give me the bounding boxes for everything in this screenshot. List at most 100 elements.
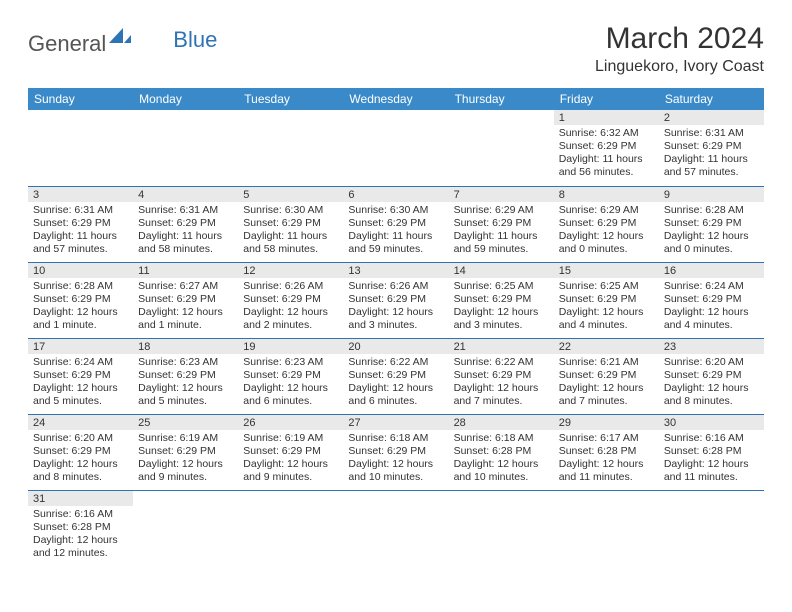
logo-text-general: General xyxy=(28,31,106,57)
calendar-cell: 7Sunrise: 6:29 AMSunset: 6:29 PMDaylight… xyxy=(449,186,554,262)
logo-text-blue: Blue xyxy=(173,27,217,53)
day-details: Sunrise: 6:24 AMSunset: 6:29 PMDaylight:… xyxy=(659,278,764,336)
calendar-cell: 6Sunrise: 6:30 AMSunset: 6:29 PMDaylight… xyxy=(343,186,448,262)
logo: General Blue xyxy=(28,28,217,59)
calendar-cell xyxy=(133,490,238,566)
sunset-text: Sunset: 6:29 PM xyxy=(664,369,759,382)
daylight-text: Daylight: 12 hours and 3 minutes. xyxy=(348,306,443,332)
daylight-text: Daylight: 11 hours and 58 minutes. xyxy=(138,230,233,256)
calendar-cell xyxy=(449,110,554,186)
day-details: Sunrise: 6:28 AMSunset: 6:29 PMDaylight:… xyxy=(28,278,133,336)
sunset-text: Sunset: 6:29 PM xyxy=(348,217,443,230)
calendar-cell: 16Sunrise: 6:24 AMSunset: 6:29 PMDayligh… xyxy=(659,262,764,338)
daylight-text: Daylight: 12 hours and 8 minutes. xyxy=(664,382,759,408)
calendar-cell xyxy=(449,490,554,566)
weekday-header-row: Sunday Monday Tuesday Wednesday Thursday… xyxy=(28,88,764,110)
daylight-text: Daylight: 12 hours and 11 minutes. xyxy=(664,458,759,484)
sunset-text: Sunset: 6:29 PM xyxy=(348,369,443,382)
sunset-text: Sunset: 6:28 PM xyxy=(454,445,549,458)
calendar-cell: 21Sunrise: 6:22 AMSunset: 6:29 PMDayligh… xyxy=(449,338,554,414)
daylight-text: Daylight: 12 hours and 0 minutes. xyxy=(664,230,759,256)
day-details: Sunrise: 6:26 AMSunset: 6:29 PMDaylight:… xyxy=(238,278,343,336)
day-number: 31 xyxy=(28,491,133,506)
sunset-text: Sunset: 6:29 PM xyxy=(243,369,338,382)
sunrise-text: Sunrise: 6:31 AM xyxy=(664,127,759,140)
sunrise-text: Sunrise: 6:20 AM xyxy=(664,356,759,369)
logo-sail-icon xyxy=(109,28,131,51)
daylight-text: Daylight: 12 hours and 11 minutes. xyxy=(559,458,654,484)
sunrise-text: Sunrise: 6:30 AM xyxy=(348,204,443,217)
sunrise-text: Sunrise: 6:28 AM xyxy=(33,280,128,293)
sunset-text: Sunset: 6:29 PM xyxy=(454,369,549,382)
day-details: Sunrise: 6:25 AMSunset: 6:29 PMDaylight:… xyxy=(554,278,659,336)
day-details: Sunrise: 6:29 AMSunset: 6:29 PMDaylight:… xyxy=(449,202,554,260)
day-details: Sunrise: 6:27 AMSunset: 6:29 PMDaylight:… xyxy=(133,278,238,336)
sunrise-text: Sunrise: 6:25 AM xyxy=(454,280,549,293)
sunrise-text: Sunrise: 6:23 AM xyxy=(138,356,233,369)
weekday-header: Monday xyxy=(133,88,238,110)
day-number: 27 xyxy=(343,415,448,430)
daylight-text: Daylight: 12 hours and 1 minute. xyxy=(33,306,128,332)
calendar-cell xyxy=(659,490,764,566)
sunset-text: Sunset: 6:29 PM xyxy=(138,293,233,306)
sunset-text: Sunset: 6:29 PM xyxy=(348,445,443,458)
day-details: Sunrise: 6:31 AMSunset: 6:29 PMDaylight:… xyxy=(659,125,764,183)
day-number: 2 xyxy=(659,110,764,125)
sunset-text: Sunset: 6:29 PM xyxy=(33,217,128,230)
daylight-text: Daylight: 12 hours and 6 minutes. xyxy=(348,382,443,408)
daylight-text: Daylight: 12 hours and 4 minutes. xyxy=(559,306,654,332)
day-details: Sunrise: 6:31 AMSunset: 6:29 PMDaylight:… xyxy=(133,202,238,260)
day-details: Sunrise: 6:18 AMSunset: 6:29 PMDaylight:… xyxy=(343,430,448,488)
calendar-cell: 25Sunrise: 6:19 AMSunset: 6:29 PMDayligh… xyxy=(133,414,238,490)
day-details: Sunrise: 6:31 AMSunset: 6:29 PMDaylight:… xyxy=(28,202,133,260)
sunset-text: Sunset: 6:29 PM xyxy=(664,217,759,230)
calendar-cell: 2Sunrise: 6:31 AMSunset: 6:29 PMDaylight… xyxy=(659,110,764,186)
calendar-cell xyxy=(238,110,343,186)
sunset-text: Sunset: 6:29 PM xyxy=(138,369,233,382)
sunset-text: Sunset: 6:29 PM xyxy=(138,217,233,230)
sunset-text: Sunset: 6:29 PM xyxy=(243,293,338,306)
day-number: 20 xyxy=(343,339,448,354)
calendar-cell xyxy=(343,110,448,186)
calendar-cell: 18Sunrise: 6:23 AMSunset: 6:29 PMDayligh… xyxy=(133,338,238,414)
day-details: Sunrise: 6:23 AMSunset: 6:29 PMDaylight:… xyxy=(133,354,238,412)
day-details: Sunrise: 6:22 AMSunset: 6:29 PMDaylight:… xyxy=(449,354,554,412)
day-number: 24 xyxy=(28,415,133,430)
calendar-cell: 4Sunrise: 6:31 AMSunset: 6:29 PMDaylight… xyxy=(133,186,238,262)
daylight-text: Daylight: 12 hours and 5 minutes. xyxy=(138,382,233,408)
calendar-cell: 27Sunrise: 6:18 AMSunset: 6:29 PMDayligh… xyxy=(343,414,448,490)
day-number: 4 xyxy=(133,187,238,202)
calendar-cell xyxy=(133,110,238,186)
sunrise-text: Sunrise: 6:19 AM xyxy=(138,432,233,445)
sunset-text: Sunset: 6:29 PM xyxy=(138,445,233,458)
sunrise-text: Sunrise: 6:28 AM xyxy=(664,204,759,217)
sunset-text: Sunset: 6:29 PM xyxy=(348,293,443,306)
sunset-text: Sunset: 6:29 PM xyxy=(559,217,654,230)
sunrise-text: Sunrise: 6:30 AM xyxy=(243,204,338,217)
daylight-text: Daylight: 11 hours and 58 minutes. xyxy=(243,230,338,256)
sunrise-text: Sunrise: 6:22 AM xyxy=(348,356,443,369)
calendar-cell: 19Sunrise: 6:23 AMSunset: 6:29 PMDayligh… xyxy=(238,338,343,414)
calendar-cell: 15Sunrise: 6:25 AMSunset: 6:29 PMDayligh… xyxy=(554,262,659,338)
day-details: Sunrise: 6:16 AMSunset: 6:28 PMDaylight:… xyxy=(28,506,133,564)
calendar-cell: 9Sunrise: 6:28 AMSunset: 6:29 PMDaylight… xyxy=(659,186,764,262)
sunset-text: Sunset: 6:29 PM xyxy=(559,293,654,306)
day-number: 5 xyxy=(238,187,343,202)
day-details: Sunrise: 6:18 AMSunset: 6:28 PMDaylight:… xyxy=(449,430,554,488)
daylight-text: Daylight: 12 hours and 8 minutes. xyxy=(33,458,128,484)
sunrise-text: Sunrise: 6:29 AM xyxy=(559,204,654,217)
sunset-text: Sunset: 6:29 PM xyxy=(243,445,338,458)
day-details: Sunrise: 6:25 AMSunset: 6:29 PMDaylight:… xyxy=(449,278,554,336)
sunrise-text: Sunrise: 6:22 AM xyxy=(454,356,549,369)
calendar-row: 31Sunrise: 6:16 AMSunset: 6:28 PMDayligh… xyxy=(28,490,764,566)
sunrise-text: Sunrise: 6:25 AM xyxy=(559,280,654,293)
sunset-text: Sunset: 6:29 PM xyxy=(664,293,759,306)
calendar-cell: 11Sunrise: 6:27 AMSunset: 6:29 PMDayligh… xyxy=(133,262,238,338)
day-details: Sunrise: 6:29 AMSunset: 6:29 PMDaylight:… xyxy=(554,202,659,260)
calendar-row: 3Sunrise: 6:31 AMSunset: 6:29 PMDaylight… xyxy=(28,186,764,262)
sunset-text: Sunset: 6:29 PM xyxy=(243,217,338,230)
sunrise-text: Sunrise: 6:21 AM xyxy=(559,356,654,369)
daylight-text: Daylight: 12 hours and 2 minutes. xyxy=(243,306,338,332)
day-number: 16 xyxy=(659,263,764,278)
day-number: 17 xyxy=(28,339,133,354)
